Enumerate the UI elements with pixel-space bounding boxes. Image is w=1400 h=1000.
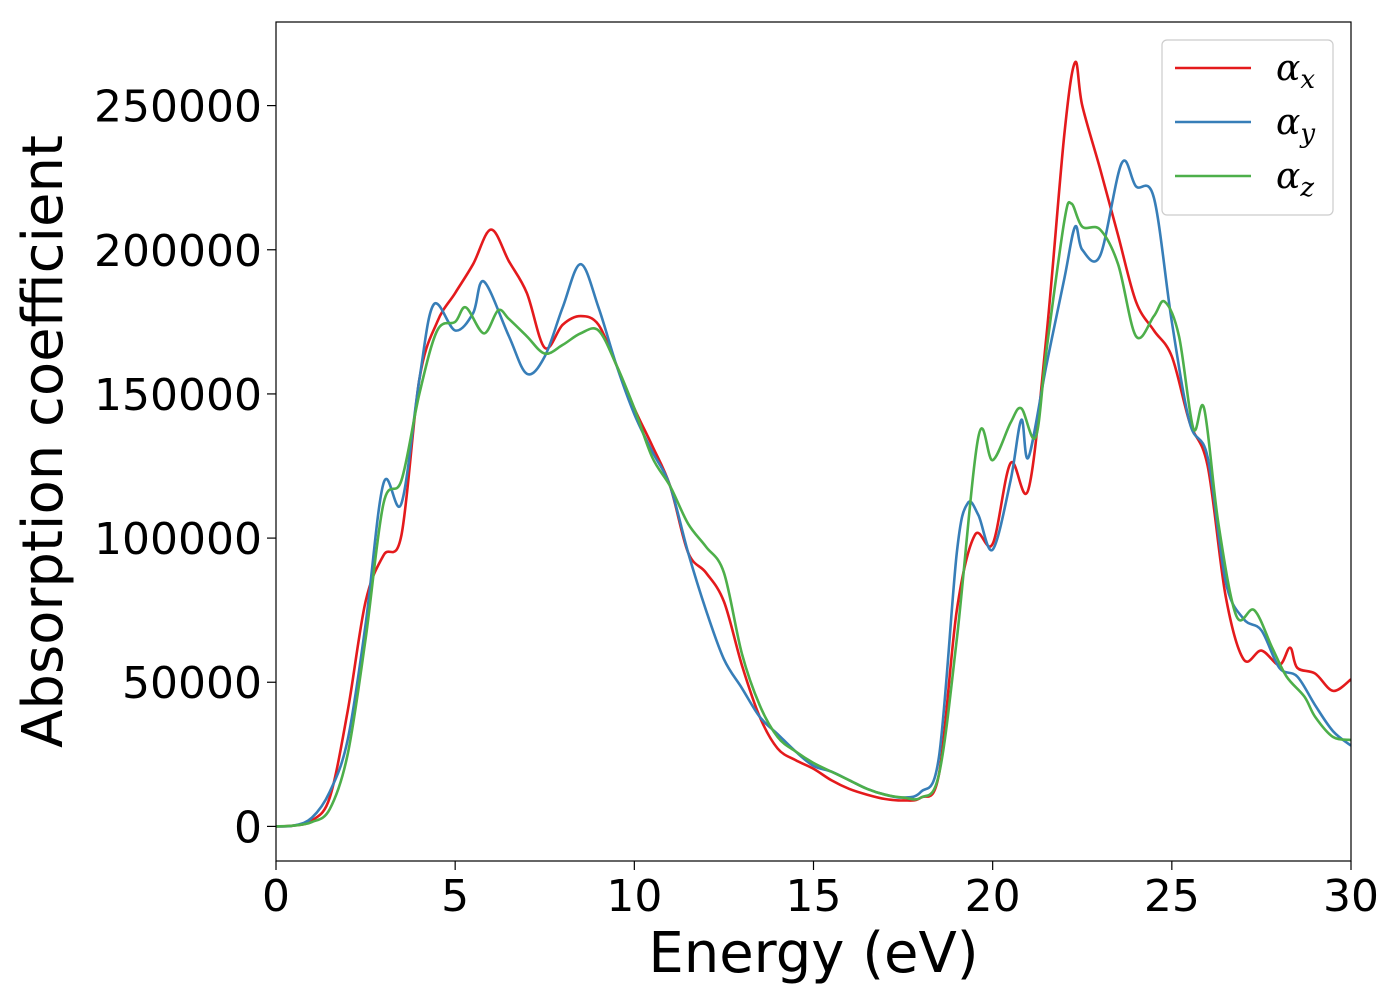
x-tick-label: 10 [606, 871, 662, 922]
x-tick-label: 15 [786, 871, 842, 922]
legend-label-x: αx [1276, 48, 1315, 95]
series-line-x [276, 60, 1351, 828]
y-axis-label: Absorption coefficient [11, 135, 76, 748]
y-tick-label: 200000 [94, 226, 262, 277]
x-tick-label: 30 [1323, 871, 1379, 922]
legend-box [1161, 39, 1334, 216]
x-tick-label: 0 [262, 871, 290, 922]
y-tick-label: 0 [234, 802, 262, 853]
y-tick-label: 250000 [94, 82, 262, 133]
y-tick-label: 150000 [94, 370, 262, 421]
legend-label-z: αz [1276, 156, 1314, 203]
x-tick-label: 25 [1144, 871, 1200, 922]
x-tick-label: 5 [441, 871, 469, 922]
series-line-z [276, 200, 1351, 828]
legend-label-y: αy [1276, 102, 1315, 149]
x-axis-label: Energy (eV) [648, 921, 978, 986]
legend: αx αy αz [1161, 39, 1334, 216]
tick-layer: 0 5 10 15 20 25 30 0 50000 100000 150000 200000 2500… [94, 82, 1379, 922]
y-tick-label: 100000 [94, 514, 262, 565]
y-tick-label: 50000 [122, 658, 262, 709]
series-layer [276, 60, 1351, 828]
x-tick-label: 20 [965, 871, 1021, 922]
